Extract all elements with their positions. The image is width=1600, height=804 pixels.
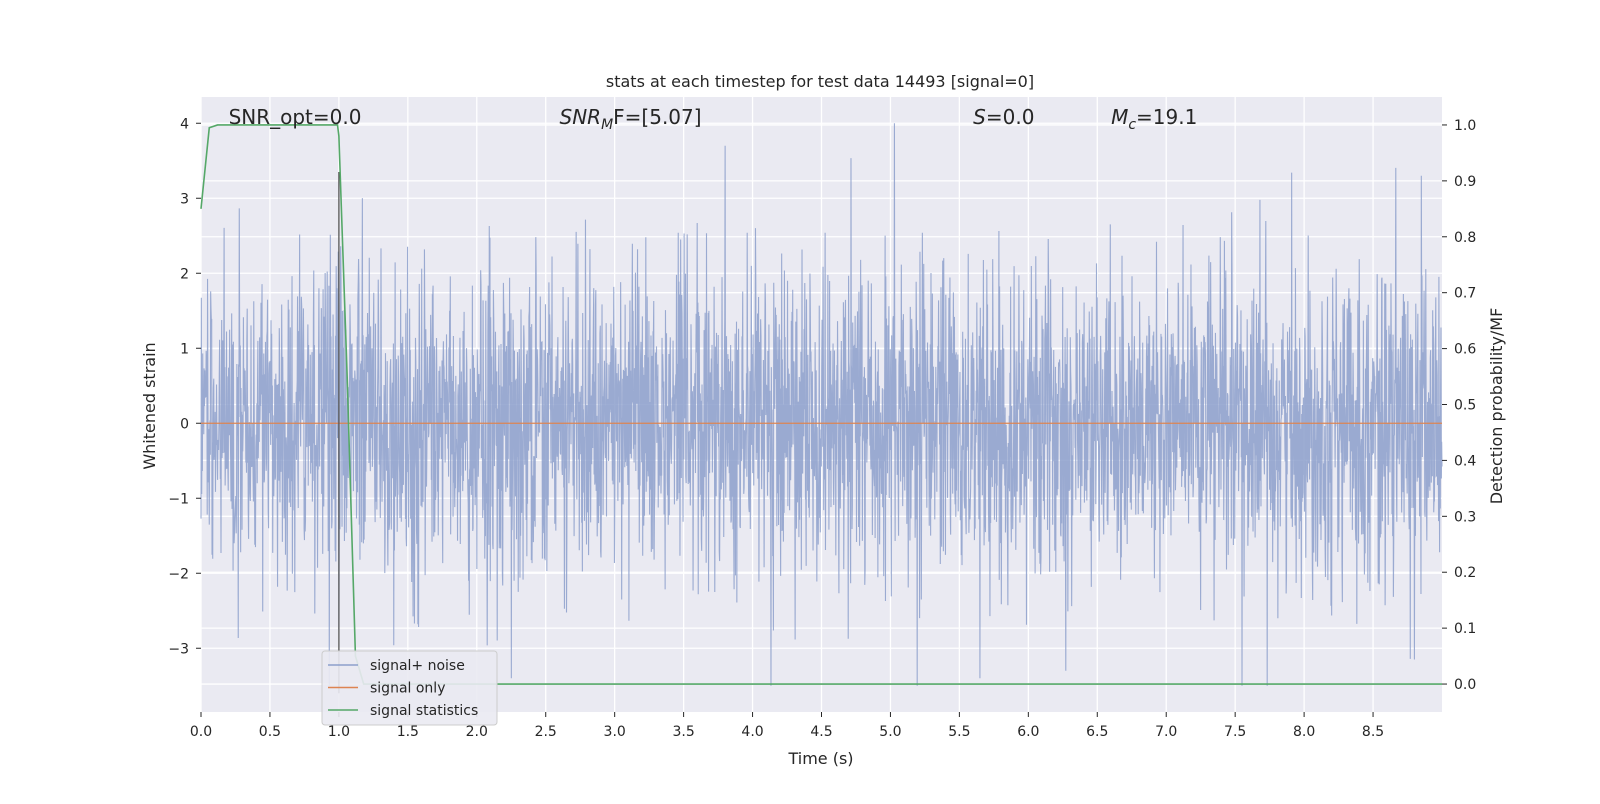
x-tick-label: 8.0 <box>1293 724 1315 740</box>
x-tick-label: 7.0 <box>1155 724 1177 740</box>
y-tick-label: 4 <box>180 116 189 132</box>
signal-noise-line <box>200 123 1443 686</box>
x-tick-label: 6.0 <box>1017 724 1039 740</box>
x-tick-label: 3.0 <box>604 724 626 740</box>
y2-tick-label: 0.3 <box>1454 509 1476 525</box>
y2-tick-label: 0.4 <box>1454 453 1476 469</box>
x-tick-label: 5.0 <box>879 724 901 740</box>
y-tick-label: −3 <box>168 641 189 657</box>
x-tick-label: 8.5 <box>1362 724 1384 740</box>
x-tick-label: 5.5 <box>948 724 970 740</box>
x-tick-label: 1.5 <box>397 724 419 740</box>
y2-tick-label: 0.5 <box>1454 398 1476 414</box>
x-tick-label: 2.0 <box>466 724 488 740</box>
y2-tick-label: 0.7 <box>1454 286 1476 302</box>
y-tick-label: 3 <box>180 191 189 207</box>
y-tick-label: 2 <box>180 266 189 282</box>
x-tick-label: 7.5 <box>1224 724 1246 740</box>
annotation-text: Mc=19.1 <box>1111 105 1197 133</box>
x-tick-label: 0.5 <box>259 724 281 740</box>
y2-tick-label: 0.1 <box>1454 621 1476 637</box>
legend-label: signal+ noise <box>370 658 465 674</box>
x-axis-ticks: 0.0 0.5 1.0 1.5 2.0 2.5 3.0 3.5 4.0 4.5 5.0 5.5 6.0 6… <box>190 712 1384 740</box>
y-axis-ticks: −3 −2 −1 0 1 2 3 4 <box>168 116 201 657</box>
annotation-text: SNRMF=[5.07] <box>560 105 702 133</box>
y-tick-label: −1 <box>168 491 189 507</box>
annotations: SNR_opt=0.0 SNRMF=[5.07] S=0.0 Mc=19.1 <box>229 105 1198 133</box>
x-tick-label: 6.5 <box>1086 724 1108 740</box>
y-tick-label: 1 <box>180 341 189 357</box>
x-axis-label: Time (s) <box>787 749 853 768</box>
x-tick-label: 3.5 <box>672 724 694 740</box>
y-tick-label: 0 <box>180 416 189 432</box>
chart-title: stats at each timestep for test data 144… <box>606 72 1034 91</box>
x-tick-label: 4.0 <box>741 724 763 740</box>
signal-noise-series <box>200 123 1443 686</box>
y2-axis-label: Detection probability/MF <box>1487 308 1506 505</box>
legend-label: signal statistics <box>370 703 478 719</box>
legend: signal+ noise signal only signal statistic… <box>321 650 498 726</box>
annotation-text: SNR_opt=0.0 <box>229 105 362 129</box>
y-tick-label: −2 <box>168 566 189 582</box>
y2-tick-label: 1.0 <box>1454 118 1476 134</box>
y2-tick-label: 0.6 <box>1454 342 1476 358</box>
annotation-text: S=0.0 <box>973 105 1034 129</box>
y2-tick-label: 0.8 <box>1454 230 1476 246</box>
x-tick-label: 1.0 <box>328 724 350 740</box>
y-axis-label: Whitened strain <box>140 342 159 469</box>
x-tick-label: 0.0 <box>190 724 212 740</box>
x-tick-label: 2.5 <box>535 724 557 740</box>
legend-label: signal only <box>370 681 445 697</box>
legend-box <box>321 650 498 726</box>
y2-tick-label: 0.9 <box>1454 174 1476 190</box>
y2-tick-label: 0.2 <box>1454 565 1476 581</box>
x-tick-label: 4.5 <box>810 724 832 740</box>
y2-tick-label: 0.0 <box>1454 677 1476 693</box>
y2-axis-ticks: 0.0 0.1 0.2 0.3 0.4 0.5 0.6 0.7 0.8 0.9 1.0 <box>1442 118 1476 693</box>
